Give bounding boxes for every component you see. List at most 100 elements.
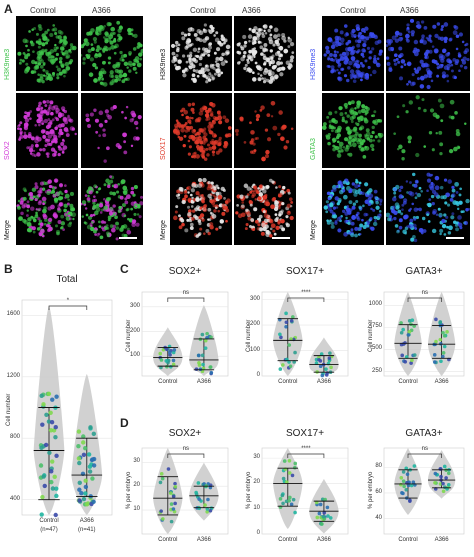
nucleus-dot [289,41,295,47]
nucleus-dot [19,127,23,131]
nucleus-dot [110,45,115,50]
data-point [442,464,447,469]
nucleus-dot [285,139,290,144]
nucleus-dot [374,135,378,139]
nucleus-dot [416,66,422,71]
nucleus-dot [215,31,219,35]
nucleus-dot [64,193,70,199]
nucleus-dot [215,56,220,62]
nucleus-dot [24,118,30,123]
nucleus-dot [415,95,420,100]
nucleus-dot [387,217,392,222]
nucleus-dot [41,187,46,191]
nucleus-dot [56,67,61,72]
nucleus-dot [113,185,117,189]
nucleus-dot [92,36,98,42]
nucleus-dot [67,198,70,201]
nucleus-dot [374,219,377,223]
nucleus-dot [453,75,457,80]
nucleus-dot [138,43,143,48]
nucleus-dot [269,25,273,29]
nucleus-dot [271,77,276,82]
nucleus-dot [186,218,190,222]
nucleus-dot [246,58,250,62]
nucleus-dot [416,24,422,29]
nucleus-dot [26,111,31,116]
nucleus-dot [273,74,279,80]
nucleus-dot [56,231,60,236]
nucleus-dot [369,73,373,77]
nucleus-dot [198,111,204,116]
nucleus-dot [126,66,129,69]
nucleus-dot [196,131,201,136]
nucleus-dot [265,149,270,155]
micrograph-tile [16,170,78,245]
nucleus-dot [211,145,217,150]
nucleus-dot [113,37,117,41]
nucleus-dot [74,132,77,136]
nucleus-dot [184,228,189,233]
nucleus-dot [190,205,194,208]
nucleus-dot [353,134,358,138]
nucleus-dot [189,222,194,227]
nucleus-dot [205,64,208,68]
data-point [412,464,417,468]
nucleus-dot [327,141,331,146]
nucleus-dot [264,199,269,204]
nucleus-dot [60,113,65,117]
nucleus-dot [41,48,46,53]
nucleus-dot [242,34,247,39]
micrograph-image [172,101,232,161]
nucleus-dot [209,222,214,227]
nucleus-dot [108,211,114,216]
nucleus-dot [396,204,401,209]
nucleus-dot [398,189,402,193]
nucleus-dot [358,227,362,231]
nucleus-dot [37,59,41,63]
nucleus-dot [175,40,179,45]
nucleus-dot [109,191,113,195]
nucleus-dot [277,192,283,198]
nucleus-dot [71,127,76,131]
nucleus-dot [114,68,119,73]
nucleus-dot [412,81,416,86]
nucleus-dot [286,203,292,209]
nucleus-dot [365,131,371,137]
nucleus-dot [225,219,228,223]
nucleus-dot [454,25,459,30]
nucleus-dot [359,223,364,228]
nucleus-dot [213,34,216,37]
nucleus-dot [326,115,330,119]
nucleus-dot [411,172,416,177]
nucleus-dot [364,146,370,151]
nucleus-dot [454,111,458,115]
nucleus-dot [21,204,26,209]
nucleus-dot [181,36,186,41]
nucleus-dot [188,116,192,120]
nucleus-dot [422,40,428,45]
nucleus-dot [198,128,203,132]
nucleus-dot [367,65,371,70]
nucleus-dot [198,146,204,152]
nucleus-dot [38,115,42,120]
nucleus-dot [118,25,123,30]
nucleus-dot [362,43,367,48]
nucleus-dot [354,39,359,43]
nucleus-dot [205,229,210,233]
nucleus-dot [48,106,51,110]
nucleus-dot [277,46,281,49]
nucleus-dot [69,59,74,63]
nucleus-dot [102,36,106,39]
nucleus-dot [358,126,363,131]
nucleus-dot [54,43,57,47]
nucleus-dot [236,203,239,207]
nucleus-dot [332,147,336,152]
nucleus-dot [211,138,215,142]
nucleus-dot [123,140,127,144]
nucleus-dot [277,38,280,41]
nucleus-dot [419,59,424,64]
nucleus-dot [47,53,52,59]
nucleus-dot [245,208,249,212]
nucleus-dot [27,217,32,222]
nucleus-dot [121,233,126,237]
